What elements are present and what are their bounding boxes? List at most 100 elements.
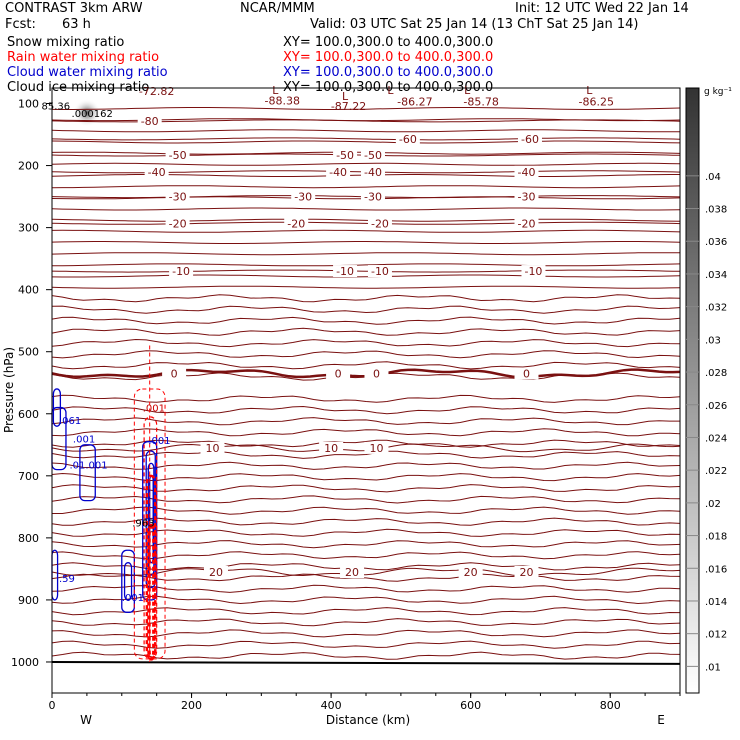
isotherm-line [51, 629, 681, 638]
isotherm-label-bg [137, 114, 162, 127]
low-marker: L [464, 84, 471, 97]
isotherm-label-bg [165, 217, 190, 230]
colorbar-tick-label: .04 [705, 172, 721, 183]
colorbar-tick-label: .012 [705, 630, 727, 641]
moisture-label: .001 [73, 435, 95, 446]
y-tick-label: 900 [18, 594, 39, 607]
isotherm-label: -30 [364, 191, 382, 204]
field-snow-xy: XY= 100.0,300.0 to 400.0,300.0 [283, 35, 494, 50]
isotherm-label-bg [360, 149, 385, 162]
isotherm-label: -10 [172, 265, 190, 278]
minimum-value-label: -86.25 [579, 96, 614, 109]
isotherm-label-bg [395, 132, 420, 145]
isotherm-label: -10 [336, 265, 354, 278]
low-marker: L [586, 84, 593, 97]
isotherm-label: -40 [329, 166, 347, 179]
isotherm-label: -50 [169, 149, 187, 162]
isotherm-label-bg [514, 165, 539, 178]
isotherm-line [51, 305, 681, 314]
y-tick-label: 700 [18, 470, 39, 483]
isotherm-line [51, 405, 681, 415]
isotherm-label-bg [284, 217, 309, 230]
y-tick-label: 600 [18, 408, 39, 421]
isotherm-label: -40 [148, 166, 166, 179]
isotherm-line [51, 107, 681, 110]
isotherm-line [51, 607, 681, 616]
isotherm-label: 0 [523, 367, 530, 380]
colorbar-unit: g kg⁻¹ [704, 87, 732, 97]
y-tick-label: 800 [18, 532, 39, 545]
colorbar-tick-label: .038 [705, 205, 727, 216]
cloud-water-contour [51, 549, 59, 601]
isotherm-label-bg [200, 441, 225, 454]
colorbar-tick-label: .022 [705, 466, 727, 477]
isotherm-line [51, 294, 681, 303]
isotherm-line [51, 350, 681, 359]
isotherm-line [51, 162, 681, 166]
isotherm-line [51, 285, 681, 289]
isotherm-label-bg [360, 165, 385, 178]
isotherm-label-bg [333, 149, 358, 162]
isotherm-label-bg [319, 441, 344, 454]
isotherm-label: -40 [518, 166, 536, 179]
isotherm-label: -40 [364, 166, 382, 179]
isotherm-label: -30 [169, 191, 187, 204]
field-rain-xy: XY= 100.0,300.0 to 400.0,300.0 [283, 50, 494, 65]
isotherm-label-bg [458, 566, 483, 578]
isotherm-line [51, 394, 681, 403]
moisture-label: .001 [122, 593, 144, 604]
x-tick-label: 400 [321, 699, 342, 712]
isotherm-line [51, 439, 681, 448]
east-label: E [657, 713, 665, 727]
x-tick-label: 200 [181, 699, 202, 712]
isotherm-label: 20 [464, 566, 478, 579]
isotherm-label: 20 [519, 566, 533, 579]
isotherm-line [51, 229, 681, 233]
field-rain-name: Rain water mixing ratio [7, 50, 160, 65]
isotherm-label: 0 [335, 367, 342, 380]
isotherm-label: -20 [371, 217, 389, 230]
isotherm-line [51, 428, 681, 437]
moisture-label: .001 [148, 436, 170, 447]
y-axis-label: Pressure (hPa) [2, 347, 16, 433]
x-tick-label: 0 [49, 699, 56, 712]
isotherm-line [51, 252, 681, 256]
isotherm-label: 0 [171, 367, 178, 380]
isotherm-label: -60 [399, 133, 417, 146]
valid-time: Valid: 03 UTC Sat 25 Jan 14 (13 ChT Sat … [310, 17, 639, 32]
isotherm-label-bg [517, 132, 542, 145]
y-tick-label: 200 [18, 160, 39, 173]
west-label: W [80, 713, 92, 727]
surface-line [51, 660, 681, 665]
isotherm-label-bg [514, 367, 539, 380]
isotherm--60 [51, 137, 681, 141]
rain-water-contour [147, 523, 156, 661]
isotherm-line [51, 417, 680, 426]
field-snow-name: Snow mixing ratio [7, 35, 125, 50]
colorbar-tick-label: .03 [705, 335, 721, 346]
isotherm-label-bg [364, 367, 389, 380]
isotherm-label-bg [360, 190, 385, 203]
y-tick-label: 500 [18, 346, 39, 359]
colorbar-tick-label: .032 [705, 303, 727, 314]
isotherm-label: 10 [369, 442, 383, 455]
colorbar-tick-label: .026 [705, 401, 727, 412]
colorbar-tick-label: .016 [705, 564, 727, 575]
isotherm-line [51, 361, 681, 370]
moisture-label: 85.36 [42, 101, 71, 112]
isotherm-label-bg [521, 265, 546, 278]
y-tick-label: 100 [18, 98, 39, 111]
model-title: CONTRAST 3km ARW [5, 1, 143, 16]
isotherm-line [51, 207, 681, 211]
snow-mixing-blob [72, 98, 101, 127]
isotherm-label-bg [169, 265, 194, 278]
isotherm-label-bg [144, 165, 169, 178]
y-tick-label: 1000 [11, 656, 39, 669]
fcst-value: 63 h [62, 17, 91, 32]
isotherm-label-bg [514, 190, 539, 203]
isotherm-line [51, 218, 681, 222]
isotherm--20 [51, 221, 681, 225]
center-title: NCAR/MMM [240, 1, 315, 16]
colorbar-tick-label: .02 [705, 499, 721, 510]
isotherm-label-bg [367, 265, 392, 278]
